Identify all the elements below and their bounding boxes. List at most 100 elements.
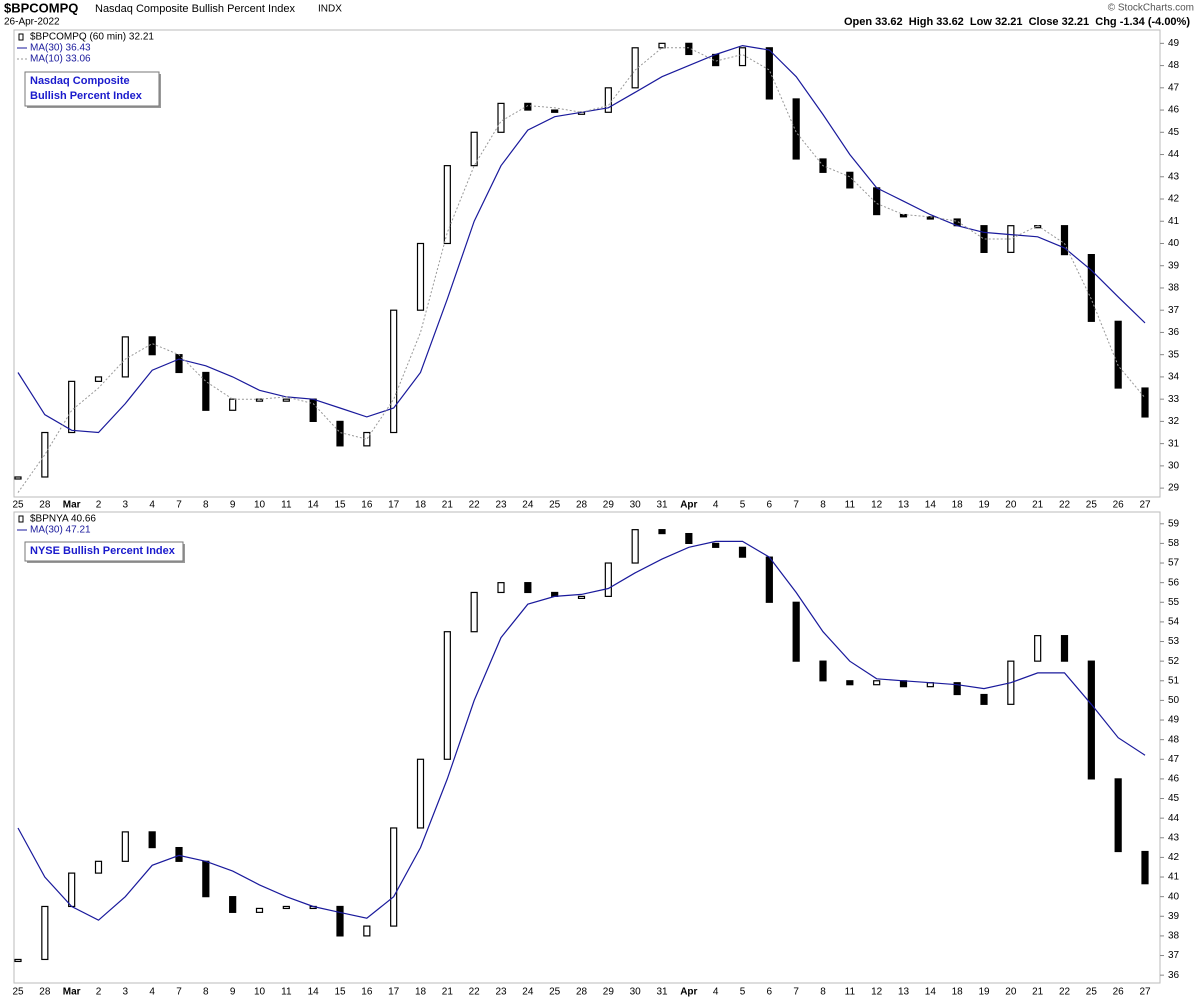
x-tick-label: 13 [898,987,910,998]
y-tick-label: 40 [1168,238,1180,249]
price-bar [846,171,854,189]
legend-icon [18,33,24,41]
price-bar [604,87,612,113]
y-tick-label: 48 [1168,734,1180,745]
x-tick-label: 8 [820,500,826,511]
y-tick-label: 34 [1168,372,1180,383]
y-tick-label: 40 [1168,891,1180,902]
price-bar [1141,387,1149,418]
y-tick-label: 45 [1168,793,1180,804]
x-tick-label: 28 [576,500,588,511]
price-bar [980,693,988,705]
exchange: INDX [318,4,342,15]
x-tick-label: 13 [898,500,910,511]
y-tick-label: 38 [1168,283,1180,294]
y-tick-label: 44 [1168,149,1180,160]
y-tick-label: 39 [1168,260,1180,271]
x-tick-label: 18 [952,500,964,511]
price-bar [416,242,425,311]
y-tick-label: 43 [1168,832,1180,843]
y-tick-label: 46 [1168,774,1180,785]
y-tick-label: 43 [1168,171,1180,182]
price-bar [631,529,639,564]
price-bar [309,398,317,422]
x-tick-label: 3 [123,987,129,998]
x-tick-label: 6 [767,987,773,998]
x-tick-label: 14 [308,500,320,511]
y-tick-label: 30 [1168,461,1180,472]
price-bar [416,758,425,829]
x-tick-label: 7 [176,987,182,998]
legend-label: $BPNYA 40.66 [30,514,96,525]
label-box [24,71,160,107]
price-bar [68,872,76,908]
x-tick-label: 19 [978,500,990,511]
x-tick-label: 6 [767,500,773,511]
price-bar [14,958,22,963]
legend-label: MA(30) 36.43 [30,43,91,54]
price-bar [363,431,371,447]
x-tick-label: 3 [123,500,129,511]
price-bar [953,682,961,696]
x-tick-label: 22 [469,500,481,511]
y-tick-label: 37 [1168,305,1180,316]
x-tick-label: 11 [845,500,856,511]
price-bar [685,532,693,545]
x-tick-label: 7 [793,987,799,998]
y-tick-label: 58 [1168,538,1180,549]
price-bar [94,860,103,874]
x-tick-label: 4 [713,987,719,998]
price-bar [470,131,478,167]
x-tick-label: 23 [495,500,507,511]
price-bar [604,562,612,597]
x-tick-label: 30 [630,987,642,998]
price-bar [1114,778,1122,853]
x-tick-label: 20 [1005,500,1017,511]
x-tick-label: Mar [63,500,81,511]
plot-frame [13,511,1161,984]
price-bar [175,846,183,862]
x-tick-label: Apr [680,500,697,511]
y-tick-label: 47 [1168,82,1180,93]
price-bar [363,925,371,937]
x-tick-label: 16 [361,500,373,511]
price-bar [1060,225,1069,256]
price-bar [1114,320,1122,389]
x-tick-label: 18 [415,987,427,998]
price-bar [14,476,22,480]
price-bar [1087,660,1095,780]
x-tick-label: 29 [603,987,615,998]
x-tick-label: 15 [334,987,346,998]
y-tick-label: 49 [1168,715,1180,726]
box-label: NYSE Bullish Percent Index [30,545,176,557]
price-bar [121,336,129,378]
y-tick-label: 39 [1168,911,1180,922]
date: 26-Apr-2022 [4,17,60,28]
moving-average [17,540,1146,921]
price-bar [255,907,264,913]
x-tick-label: 11 [845,987,856,998]
price-bar [792,98,800,160]
price-bar [765,556,773,603]
price-bar [873,680,881,686]
x-tick-label: 10 [254,500,266,511]
x-tick-label: 21 [1032,500,1044,511]
price-bar [551,109,559,113]
x-tick-label: 22 [1059,987,1071,998]
x-tick-label: 26 [1113,987,1125,998]
price-bar [148,336,156,356]
x-tick-label: 9 [230,987,236,998]
price-bar [738,47,747,67]
y-tick-label: 50 [1168,695,1180,706]
y-tick-label: 38 [1168,931,1180,942]
y-tick-label: 55 [1168,597,1180,608]
x-tick-label: 28 [39,987,51,998]
x-tick-label: 21 [1032,987,1044,998]
x-tick-label: 22 [1059,500,1071,511]
y-tick-label: 46 [1168,105,1180,116]
x-tick-label: 11 [281,987,292,998]
x-tick-label: 31 [656,500,668,511]
y-tick-label: 49 [1168,38,1180,49]
